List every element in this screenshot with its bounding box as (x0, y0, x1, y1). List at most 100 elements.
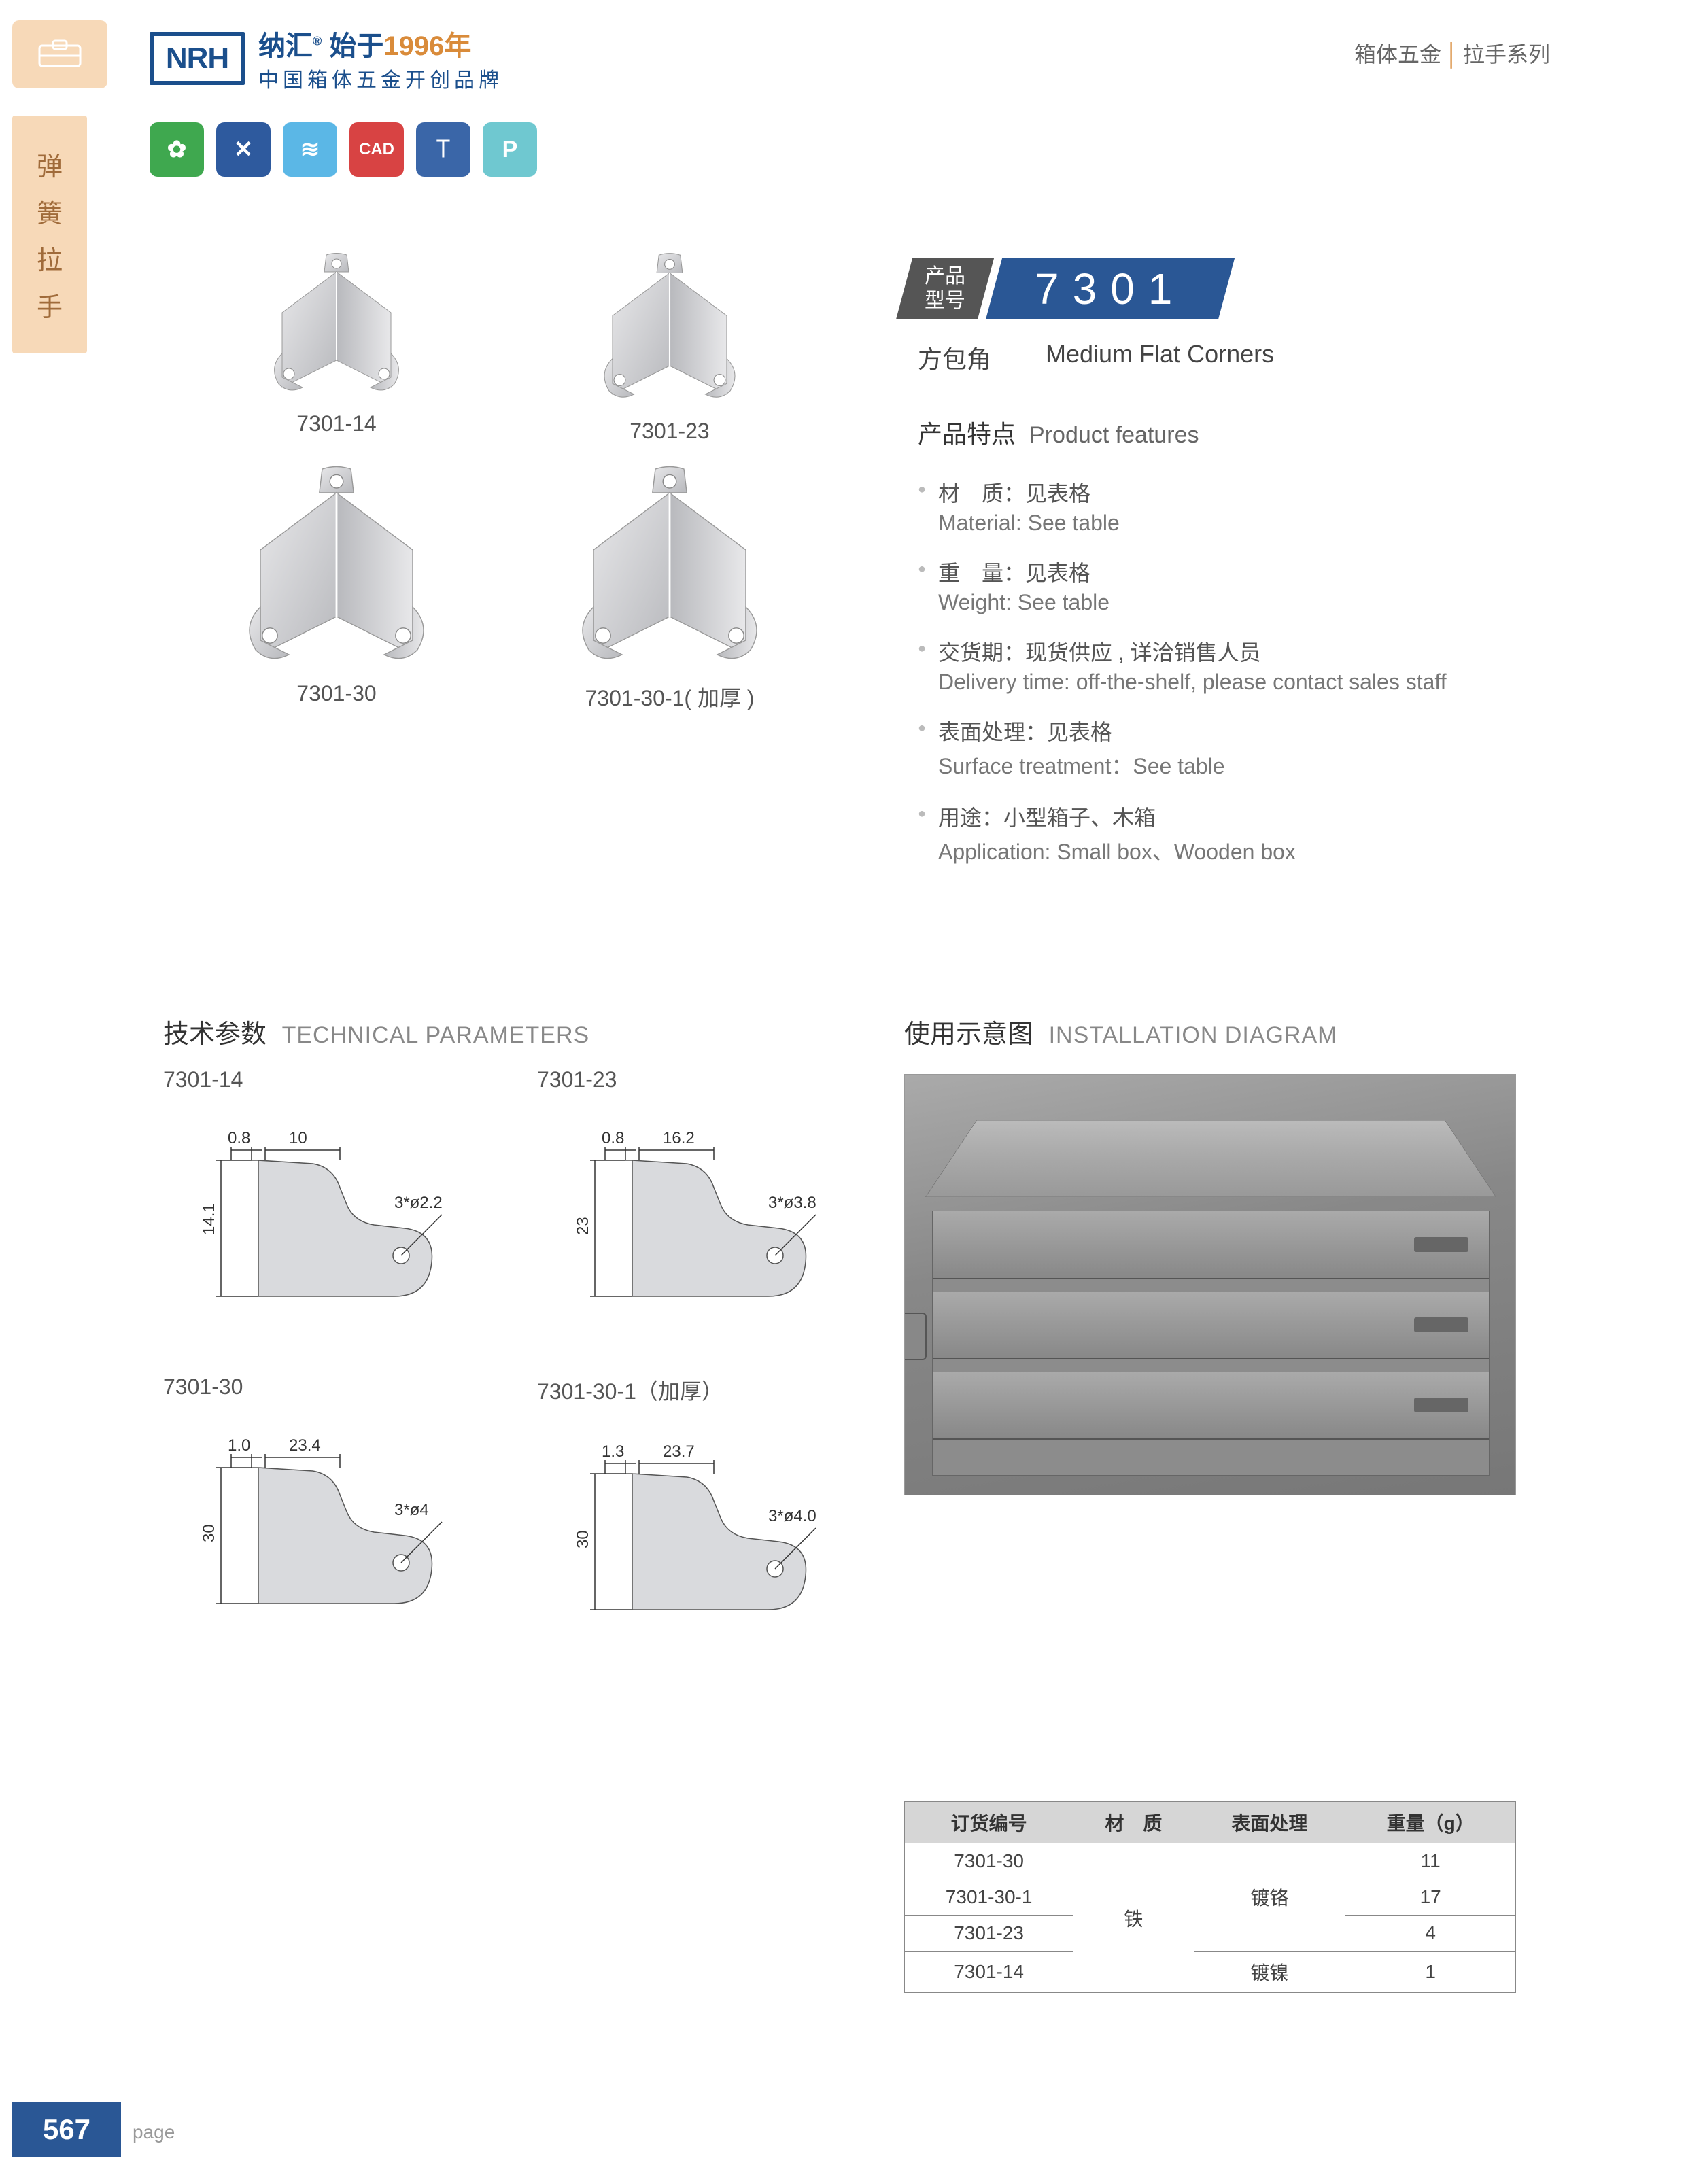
product-image (269, 252, 405, 398)
feature-badge-icon: P (483, 122, 537, 177)
diagram-drawing: 1.0 23.4 3*ø4 30 (163, 1420, 489, 1648)
model-number: 7301 (986, 258, 1235, 319)
feature-badge-icon: ✿ (150, 122, 204, 177)
svg-text:0.8: 0.8 (228, 1129, 250, 1147)
table-cell-material: 铁 (1073, 1843, 1194, 1993)
product-label: 7301-23 (523, 419, 816, 444)
feature-text-cn: 材 质：见表格 (938, 476, 1530, 508)
svg-text:3*ø4.0: 3*ø4.0 (768, 1507, 816, 1525)
table-header: 重量（g） (1345, 1802, 1516, 1843)
feature-item: 表面处理：见表格 Surface treatment：See table (918, 715, 1530, 780)
table-cell-weight: 11 (1345, 1843, 1516, 1879)
feature-icon-row: ✿✕≋CAD⟙P (150, 122, 537, 177)
feature-item: 材 质：见表格 Material: See table (918, 476, 1530, 536)
install-diagram-title: 使用示意图 INSTALLATION DIAGRAM (904, 1013, 1338, 1050)
installation-image (904, 1074, 1516, 1495)
feature-badge-icon: ⟙ (416, 122, 470, 177)
table-cell-code: 7301-23 (905, 1916, 1073, 1952)
svg-text:3*ø4: 3*ø4 (394, 1501, 429, 1519)
table-cell-treatment: 镀镍 (1194, 1952, 1345, 1993)
table-cell-weight: 17 (1345, 1879, 1516, 1916)
side-tab-char: 簧 (37, 192, 63, 230)
table-cell-code: 7301-30 (905, 1843, 1073, 1879)
product-image (574, 464, 765, 668)
header-category: 箱体五金│拉手系列 (1354, 24, 1550, 69)
product-image (598, 252, 741, 405)
feature-text-en: Delivery time: off-the-shelf, please con… (938, 670, 1530, 695)
features-title: 产品特点 Product features (918, 415, 1530, 460)
feature-text-en: Application: Small box、Wooden box (938, 835, 1530, 866)
diagram-label: 7301-30-1（加厚） (537, 1374, 863, 1406)
diagram-label: 7301-23 (537, 1067, 863, 1092)
diagram-cell: 7301-30-1（加厚） 1.3 23.7 3*ø4.0 30 (537, 1374, 863, 1654)
model-tag: 产品型号 (896, 258, 994, 319)
feature-text-en: Weight: See table (938, 590, 1530, 615)
feature-badge-icon: CAD (349, 122, 404, 177)
feature-badge-icon: ✕ (216, 122, 271, 177)
page-label: page (133, 2121, 175, 2143)
feature-text-en: Surface treatment：See table (938, 749, 1530, 780)
feature-item: 重 量：见表格 Weight: See table (918, 556, 1530, 615)
spec-table: 订货编号材 质表面处理重量（g）7301-30铁镀铬117301-30-1177… (904, 1801, 1516, 1993)
svg-text:16.2: 16.2 (663, 1129, 695, 1147)
product-image (241, 464, 432, 668)
product-features: 产品特点 Product features 材 质：见表格 Material: … (918, 415, 1530, 886)
svg-text:1.0: 1.0 (228, 1436, 250, 1455)
svg-text:3*ø2.2: 3*ø2.2 (394, 1194, 443, 1212)
product-cell: 7301-14 (190, 252, 483, 444)
product-label: 7301-30-1( 加厚 ) (523, 681, 816, 712)
svg-text:1.3: 1.3 (602, 1442, 624, 1461)
technical-diagrams: 7301-14 0.8 10 3*ø2.2 14.1 7301-23 (163, 1067, 863, 1654)
feature-item: 交货期：现货供应 , 详洽销售人员 Delivery time: off-the… (918, 636, 1530, 695)
svg-text:23: 23 (574, 1217, 592, 1235)
model-name-cn: 方包角 (918, 340, 991, 375)
header-series: 拉手系列 (1463, 42, 1550, 67)
product-cell: 7301-30-1( 加厚 ) (523, 464, 816, 712)
diagram-label: 7301-14 (163, 1067, 489, 1092)
table-cell-code: 7301-14 (905, 1952, 1073, 1993)
feature-text-en: Material: See table (938, 510, 1530, 536)
diagram-cell: 7301-14 0.8 10 3*ø2.2 14.1 (163, 1067, 489, 1340)
since-label: 始于 (329, 31, 383, 61)
side-tab-char: 手 (37, 286, 63, 324)
diagram-cell: 7301-23 0.8 16.2 3*ø3.8 23 (537, 1067, 863, 1340)
diagram-cell: 7301-30 1.0 23.4 3*ø4 30 (163, 1374, 489, 1654)
diagram-drawing: 1.3 23.7 3*ø4.0 30 (537, 1426, 863, 1654)
feature-text-cn: 交货期：现货供应 , 详洽销售人员 (938, 636, 1530, 667)
feature-text-cn: 用途：小型箱子、木箱 (938, 801, 1530, 832)
page-header: NRH 纳汇® 始于1996年 中国箱体五金开创品牌 箱体五金│拉手系列 (150, 24, 1550, 93)
tech-params-title: 技术参数 TECHNICAL PARAMETERS (163, 1013, 589, 1050)
table-row: 7301-14 镀镍1 (905, 1952, 1516, 1993)
table-cell-code: 7301-30-1 (905, 1879, 1073, 1916)
header-cat: 箱体五金 (1354, 42, 1441, 67)
feature-text-cn: 表面处理：见表格 (938, 715, 1530, 746)
svg-text:14.1: 14.1 (200, 1203, 218, 1235)
product-cell: 7301-23 (523, 252, 816, 444)
svg-text:23.7: 23.7 (663, 1442, 695, 1461)
table-header: 材 质 (1073, 1802, 1194, 1843)
product-label: 7301-30 (190, 681, 483, 706)
side-tab-char: 弹 (37, 145, 63, 183)
brand-year: 1996年 (383, 31, 471, 61)
table-cell-treatment: 镀铬 (1194, 1843, 1345, 1952)
logo-text: 纳汇® 始于1996年 中国箱体五金开创品牌 (258, 24, 503, 93)
table-cell-weight: 4 (1345, 1916, 1516, 1952)
model-block: 产品型号 7301 方包角 Medium Flat Corners (904, 258, 1274, 375)
svg-text:30: 30 (574, 1530, 592, 1548)
table-header: 订货编号 (905, 1802, 1073, 1843)
product-label: 7301-14 (190, 411, 483, 436)
svg-text:10: 10 (289, 1129, 307, 1147)
logo-block: NRH 纳汇® 始于1996年 中国箱体五金开创品牌 (150, 24, 503, 93)
table-cell-weight: 1 (1345, 1952, 1516, 1993)
table-row: 7301-30铁镀铬11 (905, 1843, 1516, 1879)
svg-text:0.8: 0.8 (602, 1129, 624, 1147)
feature-item: 用途：小型箱子、木箱 Application: Small box、Wooden… (918, 801, 1530, 866)
feature-text-cn: 重 量：见表格 (938, 556, 1530, 587)
svg-text:23.4: 23.4 (289, 1436, 321, 1455)
product-cell: 7301-30 (190, 464, 483, 712)
brand-cn: 纳汇 (258, 31, 313, 61)
product-grid: 7301-14 7301-23 (190, 252, 816, 712)
side-tab-char: 拉 (37, 239, 63, 277)
page-number: 567 (12, 2102, 121, 2157)
diagram-drawing: 0.8 16.2 3*ø3.8 23 (537, 1113, 863, 1340)
